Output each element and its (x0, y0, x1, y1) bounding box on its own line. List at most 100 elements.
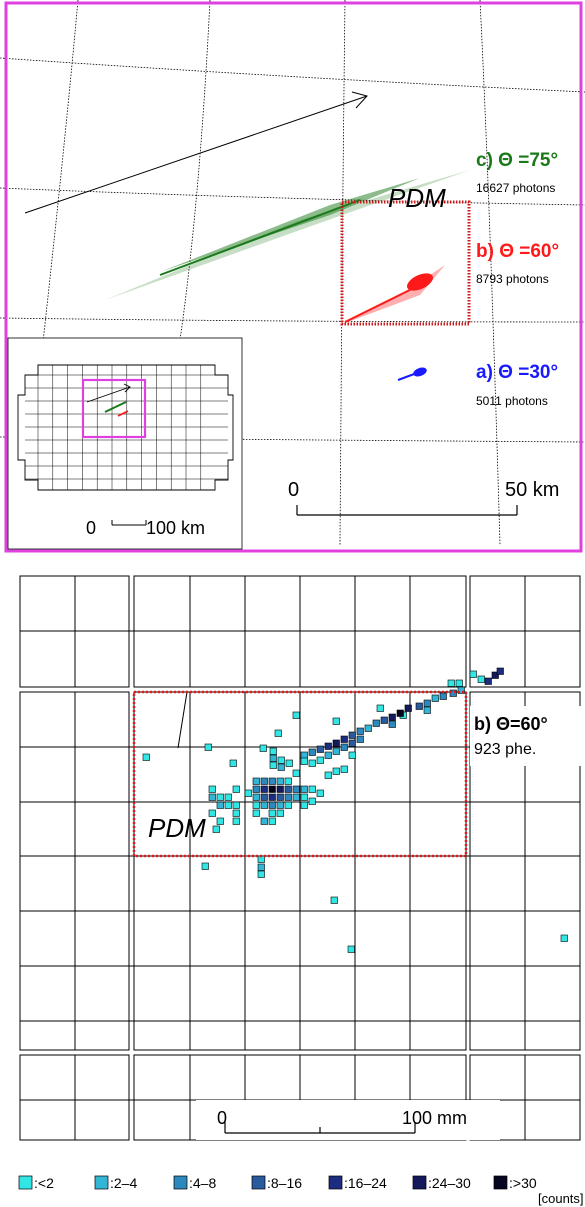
hit-pixel (332, 739, 340, 747)
legend-swatch-4 (328, 1175, 343, 1190)
hit-pixel (277, 763, 285, 771)
hit-pixel (260, 785, 268, 793)
hit-pixel (372, 719, 380, 727)
hit-pixel (276, 793, 284, 801)
hit-pixel (252, 801, 260, 809)
hit-pixel (285, 759, 293, 767)
hit-pixel (457, 686, 465, 694)
hit-pixel (348, 731, 356, 739)
hit-pixel (300, 793, 308, 801)
hit-pixel (284, 801, 292, 809)
hit-pixel (244, 789, 252, 797)
hit-pixel (477, 675, 485, 683)
hit-pixel (232, 801, 240, 809)
top-scale-bar (296, 505, 518, 516)
hit-pixel (232, 785, 240, 793)
hit-pixel (276, 801, 284, 809)
hit-pixel (142, 753, 150, 761)
hit-pixel (208, 785, 216, 793)
hit-pixel (340, 743, 348, 751)
hit-pixel (269, 747, 277, 755)
legend-swatch-0 (18, 1175, 33, 1190)
bottom-scale-bar (224, 1122, 416, 1134)
hit-pixel (455, 679, 463, 687)
hit-pixel (308, 797, 316, 805)
track-stub (177, 691, 188, 749)
hit-pixel (204, 743, 212, 751)
hit-pixel (388, 720, 396, 728)
hit-pixel (257, 870, 265, 878)
hit-pixel (396, 709, 404, 717)
hit-pixel (404, 704, 412, 712)
legend-swatch-6 (493, 1175, 508, 1190)
hit-pixel (208, 793, 216, 801)
hit-pixel (284, 777, 292, 785)
hit-pixel (340, 765, 348, 773)
bottom-scale-end: 100 mm (402, 1108, 467, 1128)
legend-label-1: :2–4 (110, 1175, 137, 1191)
track-c-label: c) Θ =75° (476, 150, 558, 171)
hit-pixel (276, 777, 284, 785)
hit-pixel (201, 862, 209, 870)
hit-pixel (260, 793, 268, 801)
top-scale-end: 50 km (505, 479, 559, 501)
hit-pixel (276, 809, 284, 817)
hit-pixel (388, 713, 396, 721)
hit-pixel (257, 863, 265, 871)
hit-pixel (324, 742, 332, 750)
hit-pixel (491, 671, 499, 679)
hit-pixel (439, 692, 447, 700)
bottom-track-label: b) Θ=60° (474, 714, 548, 734)
hit-pixel (212, 825, 220, 833)
pixel-grid (19, 575, 581, 1141)
bottom-phe: 923 phe. (474, 741, 536, 758)
hit-pixel (274, 729, 282, 737)
counts-legend: :<2:2–4:4–8:8–16:16–24:24–30:>30 (18, 1175, 537, 1191)
track-30-blue (397, 367, 427, 381)
hit-pixel (340, 735, 348, 743)
hit-pixel (431, 694, 439, 702)
hit-pixel (423, 699, 431, 707)
hit-pixel (268, 777, 276, 785)
track-b-photons: 8793 photons (476, 272, 549, 286)
legend-swatch-5 (412, 1175, 427, 1190)
hit-pixel (308, 748, 316, 756)
legend-label-5: :24–30 (428, 1175, 471, 1191)
hit-pixel (469, 670, 477, 678)
hit-pixel (216, 817, 224, 825)
legend-swatch-1 (94, 1175, 109, 1190)
hit-pixel (284, 785, 292, 793)
hit-pixel (268, 809, 276, 817)
hit-pixel (269, 754, 277, 762)
legend-label-0: :<2 (34, 1175, 54, 1191)
hit-pixel (484, 677, 492, 685)
hit-pixel (260, 801, 268, 809)
hit-pixels (142, 667, 568, 953)
hit-pixel (348, 751, 356, 759)
hit-pixel (292, 785, 300, 793)
hit-pixel (259, 744, 267, 752)
hit-pixel (316, 756, 324, 764)
hit-pixel (308, 759, 316, 767)
top-pdm-box (340, 200, 471, 326)
inset-scale-end: 100 km (146, 518, 205, 538)
hit-pixel (268, 793, 276, 801)
bottom-scale-start: 0 (217, 1108, 227, 1128)
top-scale-start: 0 (288, 479, 299, 501)
hit-pixel (324, 771, 332, 779)
bottom-pdm-label: PDM (148, 813, 206, 843)
hit-pixel (292, 793, 300, 801)
hit-pixel (232, 817, 240, 825)
inset-scale-start: 0 (86, 518, 96, 538)
hit-pixel (292, 711, 300, 719)
hit-pixel (268, 785, 276, 793)
hit-pixel (308, 785, 316, 793)
hit-pixel (216, 793, 224, 801)
hit-pixel (260, 817, 268, 825)
hit-pixel (269, 761, 277, 769)
hit-pixel (277, 756, 285, 764)
hit-pixel (364, 724, 372, 732)
track-b-label: b) Θ =60° (476, 241, 559, 262)
hit-pixel (292, 769, 300, 777)
